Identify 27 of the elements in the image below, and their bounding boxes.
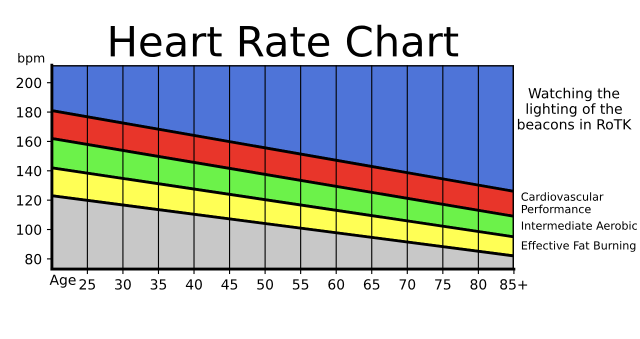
x-axis-title: Age [50,274,76,288]
y-tick-label: 160 [17,136,42,147]
x-tick-label: 35 [150,279,166,290]
y-axis-title: bpm [18,52,44,66]
x-tick-label: 50 [257,279,274,290]
y-tick-label: 180 [17,107,42,118]
x-tick-label: 60 [328,279,344,290]
x-tick-label: 30 [115,279,131,290]
series-label: Effective Fat Burning [522,241,636,252]
y-tick-label: 80 [25,254,42,264]
series-label: Intermediate Aerobic [522,221,637,230]
y-tick-label: 100 [17,224,42,235]
x-tick-label: 40 [186,279,202,290]
x-tick-label: 25 [80,279,96,290]
x-tick-label: 45 [221,279,238,290]
x-tick-label: 65 [364,279,380,290]
y-tick-label: 140 [17,166,42,176]
y-tick-label: 120 [17,195,42,206]
series-label: Cardiovascular Performance [521,192,604,214]
x-tick-label: 75 [435,279,450,290]
text: Watching the lighting of the beacons in RoTK [518,88,632,130]
x-tick-label: 85+ [500,279,528,290]
y-tick-label: 200 [16,78,42,88]
x-tick-label: 70 [400,279,416,290]
x-tick-label: 80 [470,279,486,290]
chart-title: Heart Rate Chart [110,24,458,58]
x-tick-label: 55 [292,279,308,290]
